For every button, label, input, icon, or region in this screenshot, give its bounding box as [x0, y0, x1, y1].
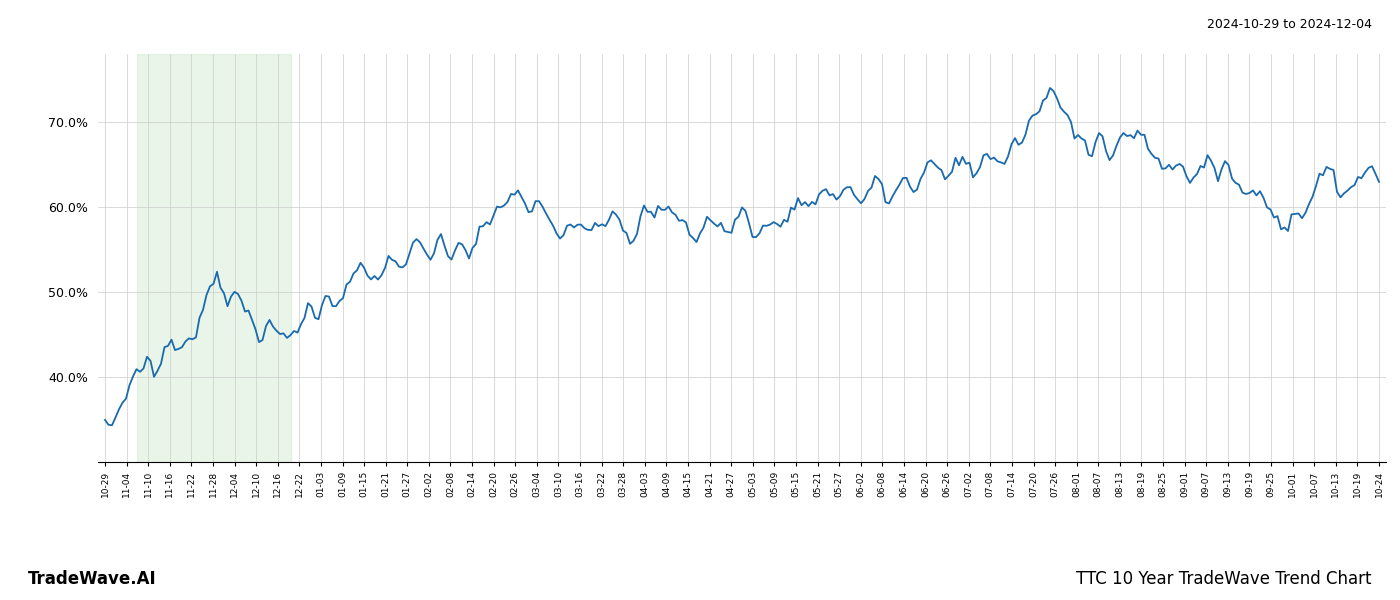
Text: 2024-10-29 to 2024-12-04: 2024-10-29 to 2024-12-04: [1207, 18, 1372, 31]
Text: TradeWave.AI: TradeWave.AI: [28, 570, 157, 588]
Text: TTC 10 Year TradeWave Trend Chart: TTC 10 Year TradeWave Trend Chart: [1077, 570, 1372, 588]
Bar: [137, 54, 291, 462]
